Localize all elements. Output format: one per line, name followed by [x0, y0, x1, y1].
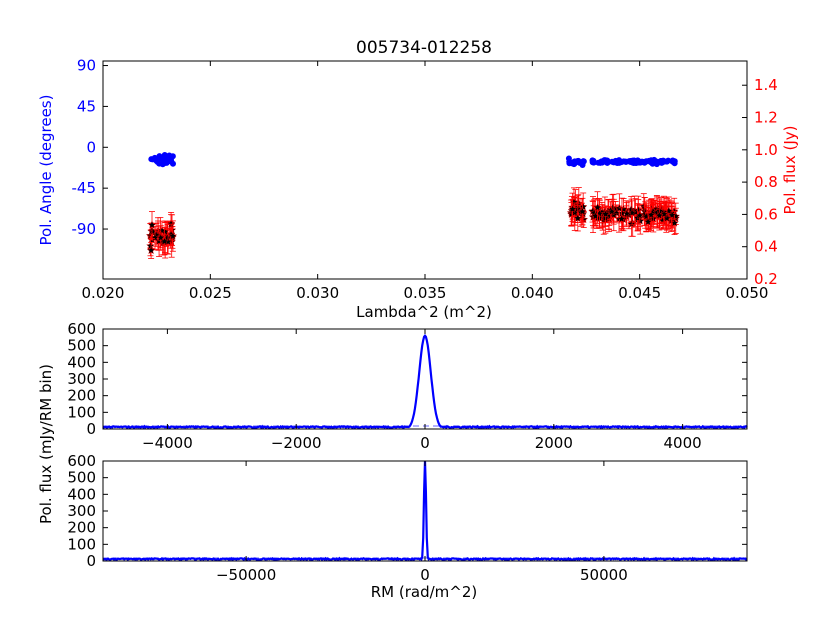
flux-point — [627, 208, 637, 217]
chart-title: 005734-012258 — [356, 38, 492, 58]
flux-point — [643, 217, 653, 226]
x-tick-label: 2000 — [535, 434, 573, 452]
flux-point — [168, 231, 178, 240]
left-y-tick-label: 45 — [77, 97, 96, 115]
flux-point — [147, 220, 157, 229]
flux-point — [593, 202, 602, 212]
angle-point — [575, 157, 582, 164]
right-y-tick-label: 1.4 — [754, 76, 778, 94]
polarization-angle-panel: 0.020 0.025 0.030 0.035 0.040 0.045 0.050 90 45 0… — [37, 57, 799, 321]
y-tick-label: 400 — [67, 353, 96, 371]
x-axis-label-top: Lambda^2 (m^2) — [356, 303, 492, 321]
angle-point — [156, 153, 163, 160]
angle-point — [169, 153, 176, 160]
x-tick-label: 0.020 — [82, 284, 125, 302]
middle-axes-frame — [102, 328, 748, 430]
x-tick-label: 0.050 — [726, 284, 769, 302]
y-tick-label: 400 — [67, 485, 96, 503]
angle-point — [571, 161, 578, 168]
flux-point — [655, 211, 664, 220]
angle-point — [669, 157, 676, 164]
x-tick-label: 0 — [420, 434, 430, 452]
top-axes-frame — [102, 60, 748, 280]
y-tick-label: 0 — [86, 420, 96, 438]
x-tick-label: −4000 — [142, 434, 193, 452]
left-y-tick-label: 0 — [86, 138, 96, 156]
y-tick-label: 0 — [86, 552, 96, 570]
y-axis-label-right: Pol. flux (Jy) — [781, 126, 799, 215]
flux-point — [160, 236, 169, 246]
y-axis-label-shared: Pol. flux (mJy/RM bin) — [37, 364, 55, 524]
y-tick-label: 200 — [67, 519, 96, 537]
flux-point — [635, 211, 645, 220]
left-y-tick-label: 90 — [77, 57, 96, 75]
angle-point — [622, 158, 629, 165]
x-tick-label: −2000 — [271, 434, 322, 452]
right-y-tick-label: 0.4 — [754, 238, 778, 256]
flux-point — [568, 204, 577, 213]
x-tick-label: 0.025 — [189, 284, 232, 302]
spectrum-curve — [102, 333, 748, 430]
right-y-tick-label: 0.2 — [754, 270, 778, 288]
flux-point — [601, 209, 611, 218]
flux-point — [573, 213, 583, 223]
x-tick-label: 0.035 — [404, 284, 447, 302]
left-y-tick-label: -45 — [72, 179, 97, 197]
flux-point — [617, 214, 626, 223]
x-axis-label-bottom: RM (rad/m^2) — [371, 583, 478, 601]
angle-point — [645, 157, 652, 164]
x-tick-label: 4000 — [664, 434, 702, 452]
angle-point — [590, 157, 597, 164]
right-y-tick-label: 0.6 — [754, 205, 778, 223]
angle-point — [628, 157, 635, 164]
flux-point — [578, 207, 587, 216]
angle-point — [657, 158, 664, 165]
angle-point — [595, 159, 602, 166]
right-y-tick-label: 1.0 — [754, 141, 778, 159]
y-tick-label: 500 — [67, 469, 96, 487]
x-tick-label: 0.045 — [618, 284, 661, 302]
y-tick-label: 100 — [67, 403, 96, 421]
y-tick-label: 600 — [67, 320, 96, 338]
x-tick-label: 50000 — [580, 566, 628, 584]
flux-point — [607, 207, 617, 216]
angle-point — [634, 157, 641, 164]
angle-point — [616, 159, 623, 166]
y-tick-label: 300 — [67, 370, 96, 388]
flux-point — [591, 211, 600, 220]
angle-point — [652, 159, 659, 166]
y-axis-label-left: Pol. Angle (degrees) — [37, 95, 55, 246]
flux-point — [667, 210, 677, 219]
y-tick-label: 600 — [67, 452, 96, 470]
right-y-tick-label: 0.8 — [754, 173, 778, 191]
spectrum-curve — [102, 460, 747, 562]
x-tick-label: 0.040 — [511, 284, 554, 302]
flux-point — [627, 219, 636, 228]
angle-point — [604, 157, 611, 164]
y-tick-label: 500 — [67, 337, 96, 355]
flux-point — [146, 245, 156, 255]
left-y-tick-label: -90 — [72, 220, 97, 238]
angle-point — [153, 158, 160, 165]
y-tick-label: 100 — [67, 535, 96, 553]
flux-point — [670, 218, 679, 227]
y-tick-label: 200 — [67, 387, 96, 405]
angle-point — [580, 158, 587, 165]
angle-point — [162, 155, 169, 162]
x-tick-label: −50000 — [216, 566, 276, 584]
x-tick-label: 0 — [420, 566, 430, 584]
right-y-tick-label: 1.2 — [754, 109, 778, 127]
y-tick-label: 300 — [67, 502, 96, 520]
x-tick-label: 0.030 — [296, 284, 339, 302]
